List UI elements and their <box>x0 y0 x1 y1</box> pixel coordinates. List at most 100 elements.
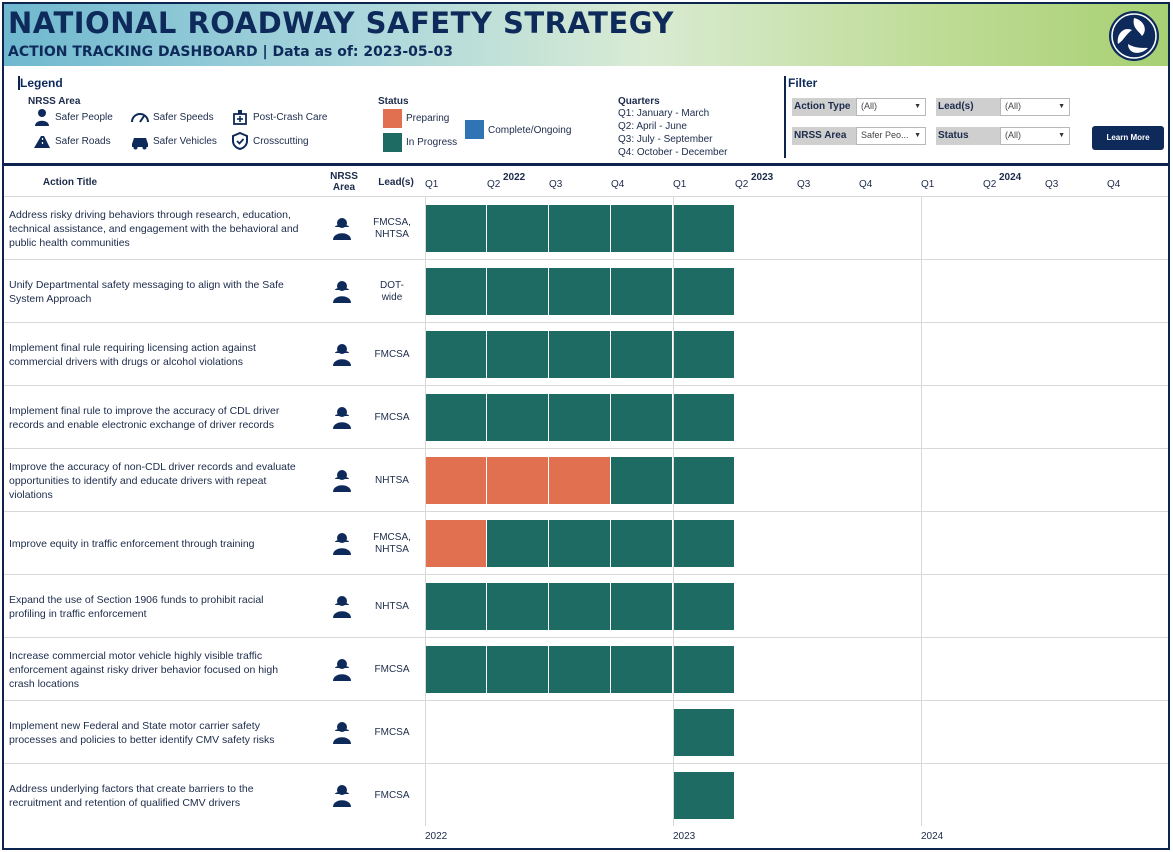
status-bar-in-progress[interactable] <box>673 646 734 693</box>
status-select[interactable]: (All) ▼ <box>1000 127 1070 145</box>
table-row[interactable]: Improve the accuracy of non-CDL driver r… <box>4 448 1168 511</box>
status-legend-title: Status <box>378 96 409 107</box>
quarter-tick: Q1 <box>921 179 935 190</box>
status-bar-in-progress[interactable] <box>611 457 672 504</box>
status-bar-in-progress[interactable] <box>487 205 548 252</box>
status-bar-in-progress[interactable] <box>549 268 610 315</box>
status-bar-in-progress[interactable] <box>487 646 548 693</box>
status-bar-in-progress[interactable] <box>611 520 672 567</box>
status-bar-in-progress[interactable] <box>549 646 610 693</box>
status-bar-preparing[interactable] <box>425 457 486 504</box>
status-bar-in-progress[interactable] <box>425 583 486 630</box>
preparing-swatch <box>383 109 402 128</box>
status-bar-in-progress[interactable] <box>673 709 734 756</box>
status-label: Status <box>936 127 1000 145</box>
year-gridline <box>425 196 426 826</box>
quarter-tick: Q2 <box>487 179 501 190</box>
quarter-tick: Q4 <box>611 179 625 190</box>
table-row[interactable]: Address underlying factors that create b… <box>4 763 1168 826</box>
lead-agency: DOT-wide <box>380 279 404 303</box>
header-banner: NATIONAL ROADWAY SAFETY STRATEGY ACTION … <box>4 4 1168 66</box>
quarter-tick: Q2 <box>735 179 749 190</box>
status-bar-in-progress[interactable] <box>425 205 486 252</box>
leads-select[interactable]: (All) ▼ <box>1000 98 1070 116</box>
person-icon <box>333 596 351 618</box>
table-row[interactable]: Increase commercial motor vehicle highly… <box>4 637 1168 700</box>
status-bar-in-progress[interactable] <box>487 520 548 567</box>
status-bar-in-progress[interactable] <box>673 520 734 567</box>
status-bar-in-progress[interactable] <box>425 646 486 693</box>
status-bar-in-progress[interactable] <box>673 331 734 378</box>
learn-more-button[interactable]: Learn More <box>1092 126 1164 150</box>
dropdown-caret-icon: ▼ <box>914 103 921 110</box>
status-bar-in-progress[interactable] <box>611 205 672 252</box>
status-bar-preparing[interactable] <box>549 457 610 504</box>
legend-title: Legend <box>20 76 63 90</box>
person-icon <box>333 659 351 681</box>
status-bar-in-progress[interactable] <box>549 520 610 567</box>
status-bar-in-progress[interactable] <box>611 331 672 378</box>
dropdown-caret-icon: ▼ <box>1058 103 1065 110</box>
status-bar-preparing[interactable] <box>425 520 486 567</box>
status-bar-in-progress[interactable] <box>611 394 672 441</box>
status-bar-in-progress[interactable] <box>549 583 610 630</box>
table-row[interactable]: Implement final rule requiring licensing… <box>4 322 1168 385</box>
legend-complete-ongoing: Complete/Ongoing <box>488 125 572 136</box>
status-bar-in-progress[interactable] <box>611 268 672 315</box>
status-bar-preparing[interactable] <box>487 457 548 504</box>
legend-safer-people: Safer People <box>32 108 113 126</box>
legend-divider <box>18 76 20 90</box>
status-bar-in-progress[interactable] <box>673 205 734 252</box>
table-row[interactable]: Unify Departmental safety messaging to a… <box>4 259 1168 322</box>
table-row[interactable]: Improve equity in traffic enforcement th… <box>4 511 1168 574</box>
lead-agency: FMCSA <box>374 411 410 423</box>
status-bar-in-progress[interactable] <box>549 331 610 378</box>
table-row[interactable]: Expand the use of Section 1906 funds to … <box>4 574 1168 637</box>
page-subtitle: ACTION TRACKING DASHBOARD | Data as of: … <box>8 44 453 60</box>
year-tick: 2022 <box>503 172 526 183</box>
page-title: NATIONAL ROADWAY SAFETY STRATEGY <box>8 6 674 40</box>
legend-label: Post-Crash Care <box>253 111 328 123</box>
status-bar-in-progress[interactable] <box>673 457 734 504</box>
status-bar-in-progress[interactable] <box>425 331 486 378</box>
lead-agency: FMCSA, NHTSA <box>373 531 411 555</box>
status-bar-in-progress[interactable] <box>673 394 734 441</box>
quarter-tick: Q1 <box>673 179 687 190</box>
status-bar-in-progress[interactable] <box>487 583 548 630</box>
legend-in-progress: In Progress <box>406 137 458 148</box>
status-bar-in-progress[interactable] <box>425 268 486 315</box>
status-bar-in-progress[interactable] <box>549 394 610 441</box>
action-type-label: Action Type <box>792 98 856 116</box>
status-bar-in-progress[interactable] <box>673 772 734 819</box>
table-row[interactable]: Implement new Federal and State motor ca… <box>4 700 1168 763</box>
nrss-area-value: Safer Peo... <box>861 130 909 140</box>
dropdown-caret-icon: ▼ <box>1058 132 1065 139</box>
lead-agency: NHTSA <box>375 600 409 612</box>
action-title: Implement final rule requiring licensing… <box>9 341 256 368</box>
table-row[interactable]: Address risky driving behaviors through … <box>4 196 1168 259</box>
quarter-tick: Q3 <box>549 179 563 190</box>
vehicle-icon <box>132 138 148 150</box>
status-bar-in-progress[interactable] <box>487 268 548 315</box>
legend-safer-vehicles: Safer Vehicles <box>130 132 217 150</box>
leads-header: Lead(s) <box>378 177 414 188</box>
table-row[interactable]: Implement final rule to improve the accu… <box>4 385 1168 448</box>
dot-logo-icon <box>1109 11 1159 61</box>
status-bar-in-progress[interactable] <box>487 331 548 378</box>
status-bar-in-progress[interactable] <box>487 394 548 441</box>
status-bar-in-progress[interactable] <box>673 583 734 630</box>
action-type-value: (All) <box>861 101 877 111</box>
quarter-q4: Q4: October - December <box>618 147 728 158</box>
status-bar-in-progress[interactable] <box>673 268 734 315</box>
nrss-area-select[interactable]: Safer Peo... ▼ <box>856 127 926 145</box>
status-bar-in-progress[interactable] <box>611 646 672 693</box>
status-bar-in-progress[interactable] <box>611 583 672 630</box>
status-bar-in-progress[interactable] <box>549 205 610 252</box>
status-bar-in-progress[interactable] <box>425 394 486 441</box>
bottom-year-label: 2022 <box>425 831 448 842</box>
bottom-year-label: 2024 <box>921 831 944 842</box>
quarter-tick: Q2 <box>983 179 997 190</box>
action-type-select[interactable]: (All) ▼ <box>856 98 926 116</box>
leads-label: Lead(s) <box>936 98 1000 116</box>
